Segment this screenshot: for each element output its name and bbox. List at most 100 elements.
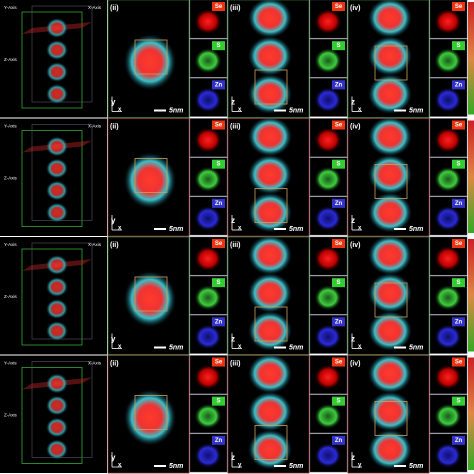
particle — [46, 180, 68, 201]
channel-label: S — [216, 280, 220, 286]
channel-tag — [212, 435, 225, 445]
channel-map — [314, 8, 342, 35]
particle — [46, 202, 68, 223]
channel-tag — [452, 396, 465, 406]
axis-y: z — [351, 453, 355, 462]
channel-map — [194, 284, 222, 311]
channel-label: Se — [335, 241, 343, 247]
nanoparticle — [124, 271, 176, 327]
highlight-box — [134, 39, 168, 75]
channel-label: Se — [215, 4, 223, 10]
scale-bar — [154, 346, 166, 349]
channel-label: Se — [455, 360, 463, 366]
channel-label: S — [216, 162, 220, 168]
channel-map — [194, 245, 222, 272]
channel-map — [434, 166, 462, 193]
channel-label: Zn — [335, 438, 343, 444]
panel-label: (iii) — [230, 123, 241, 130]
scale-bar — [154, 228, 166, 230]
channel-tag — [332, 435, 345, 445]
channel-map — [314, 205, 342, 232]
scale-bar — [274, 465, 286, 467]
nanoparticle — [368, 429, 412, 470]
highlight-box — [254, 425, 288, 460]
axis-label: Y-Axis — [4, 124, 17, 129]
channel-map — [194, 364, 222, 391]
axis-x: x — [358, 107, 362, 113]
channel-tag — [212, 120, 225, 130]
colorbar — [468, 357, 474, 470]
nanoparticle — [368, 116, 412, 157]
panel-label: (ii) — [110, 123, 119, 130]
scale-bar — [274, 346, 286, 349]
nanoparticle — [368, 235, 412, 275]
channel-map — [314, 245, 342, 272]
axis-label: Z-Axis — [4, 176, 17, 181]
scale-bar — [154, 109, 166, 112]
axis-label: Z-Axis — [4, 57, 17, 62]
axis-x: x — [118, 107, 122, 113]
highlight-box — [374, 282, 408, 318]
channel-label: S — [216, 43, 220, 49]
channel-map — [194, 205, 222, 232]
channel-map — [314, 127, 342, 154]
scale-bar — [394, 465, 406, 467]
colorbar — [468, 120, 474, 233]
channel-label: S — [216, 399, 220, 405]
panel-label: (iii) — [230, 360, 241, 367]
channel-map — [194, 323, 222, 350]
scale-bar — [394, 228, 406, 230]
panel-label: (iv) — [350, 360, 361, 367]
channel-map — [434, 364, 462, 391]
channel-tag — [212, 317, 225, 327]
axis-label: Y-Axis — [4, 361, 17, 366]
channel-tag — [212, 80, 225, 90]
nanoparticle — [248, 116, 292, 157]
axis-y: z — [231, 453, 235, 462]
channel-map — [434, 205, 462, 232]
nanoparticle — [248, 36, 292, 76]
axis-label: X-Axis — [88, 5, 102, 10]
axis-x: x — [238, 107, 242, 113]
scale-label: 5nm — [409, 344, 423, 351]
scale-label: 5nm — [409, 463, 423, 470]
channel-label: Zn — [215, 201, 223, 207]
box-frame — [21, 11, 83, 109]
axis-x: x — [238, 226, 242, 232]
axis-y: y — [111, 453, 116, 462]
nanoparticle — [248, 154, 292, 195]
highlight-box — [254, 306, 288, 342]
channel-label: Zn — [215, 82, 223, 88]
channel-tag — [452, 317, 465, 327]
panel-label: (ii) — [110, 5, 119, 12]
box-frame — [21, 130, 83, 227]
highlight-box — [134, 395, 168, 430]
channel-map — [194, 166, 222, 193]
particle — [46, 373, 68, 394]
channel-map — [194, 86, 222, 113]
channel-tag — [452, 159, 465, 169]
highlight-box — [134, 158, 168, 193]
channel-tag — [212, 278, 225, 288]
channel-map — [434, 8, 462, 35]
panel-label: (iii) — [230, 5, 241, 12]
channel-tag — [452, 278, 465, 288]
channel-map — [434, 127, 462, 154]
particle — [46, 439, 68, 460]
particle — [46, 277, 68, 297]
channel-label: S — [336, 162, 340, 168]
channel-tag — [452, 2, 465, 11]
channel-label: S — [336, 43, 340, 49]
channel-label: Zn — [455, 201, 463, 207]
axis-y: z — [231, 216, 235, 225]
channel-map — [314, 284, 342, 311]
scale-bar — [154, 465, 166, 467]
highlight-box — [374, 164, 408, 199]
axis-label: Z-Axis — [4, 413, 17, 418]
panel-label: (ii) — [110, 360, 119, 367]
nanoparticle — [124, 34, 176, 90]
channel-map — [194, 8, 222, 35]
channel-map — [434, 323, 462, 350]
scale-bar — [274, 109, 286, 112]
channel-tag — [452, 198, 465, 208]
